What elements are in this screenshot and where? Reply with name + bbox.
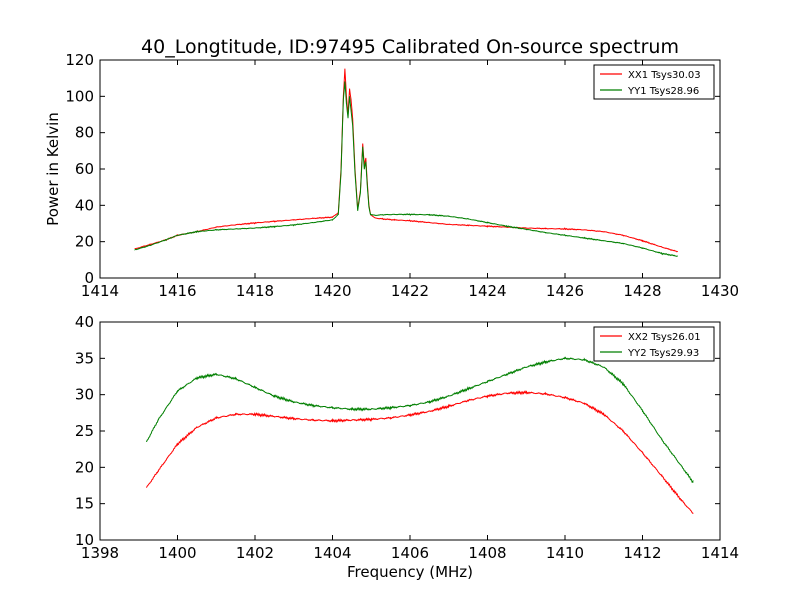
bottom-y-tick-label: 10 — [75, 531, 94, 549]
bottom-series-xx-line — [146, 389, 694, 514]
bottom-y-tick-label: 35 — [75, 349, 94, 367]
top-y-tick-label: 60 — [75, 160, 94, 178]
top-y-tick-label: 0 — [84, 269, 94, 287]
top-y-axis-label: Power in Kelvin — [44, 112, 62, 226]
bottom-x-tick-label: 1406 — [391, 544, 429, 562]
bottom-x-axis-label: Frequency (MHz) — [347, 563, 473, 581]
bottom-series-yy-line — [146, 356, 694, 484]
top-series-yy-line — [134, 81, 678, 257]
bottom-legend-box — [593, 326, 715, 362]
top-y-tick-label: 80 — [75, 124, 94, 142]
top-legend-label-yy: YY1 Tsys28.96 — [627, 86, 699, 97]
bottom-y-tick-label: 40 — [75, 313, 94, 331]
top-legend: XX1 Tsys30.03 YY1 Tsys28.96 — [593, 64, 715, 100]
top-series-xx-line — [134, 68, 678, 253]
bottom-x-tick-label: 1410 — [546, 544, 584, 562]
top-x-tick-label: 1422 — [391, 282, 429, 300]
bottom-x-tick-label: 1402 — [236, 544, 274, 562]
bottom-legend-label-xx: XX2 Tsys26.01 — [628, 332, 701, 343]
bottom-panel: 1398 1400 1402 1404 1406 1408 1410 1412 1414 10 15… — [75, 313, 739, 581]
bottom-legend-label-yy: YY2 Tsys29.93 — [627, 348, 699, 359]
top-x-tick-label: 1426 — [546, 282, 584, 300]
bottom-y-tick-label: 20 — [75, 458, 94, 476]
bottom-x-tick-label: 1400 — [158, 544, 196, 562]
bottom-y-tick-label: 30 — [75, 386, 94, 404]
top-x-tick-label: 1420 — [313, 282, 351, 300]
top-x-tick-label: 1428 — [623, 282, 661, 300]
top-legend-label-xx: XX1 Tsys30.03 — [628, 70, 701, 81]
bottom-x-tick-label: 1414 — [701, 544, 739, 562]
bottom-x-tick-label: 1408 — [468, 544, 506, 562]
top-x-tick-label: 1414 — [81, 282, 119, 300]
bottom-y-tick-label: 25 — [75, 422, 94, 440]
top-x-tick-label: 1430 — [701, 282, 739, 300]
bottom-x-tick-label: 1398 — [81, 544, 119, 562]
top-x-tick-label: 1416 — [158, 282, 196, 300]
top-y-tick-label: 120 — [65, 51, 94, 69]
bottom-x-tick-label: 1404 — [313, 544, 351, 562]
top-y-tick-label: 100 — [65, 87, 94, 105]
top-x-tick-label: 1418 — [236, 282, 274, 300]
top-x-tick-label: 1424 — [468, 282, 506, 300]
top-legend-box — [593, 64, 715, 100]
top-y-tick-label: 20 — [75, 233, 94, 251]
top-panel: 1414 1416 1418 1420 1422 1424 1426 1428 1430 0 20 4… — [44, 51, 739, 300]
bottom-legend: XX2 Tsys26.01 YY2 Tsys29.93 — [593, 326, 715, 362]
chart-title: 40_Longtitude, ID:97495 Calibrated On-so… — [141, 36, 679, 58]
bottom-x-tick-label: 1412 — [623, 544, 661, 562]
bottom-y-tick-label: 15 — [75, 495, 94, 513]
top-y-tick-label: 40 — [75, 196, 94, 214]
